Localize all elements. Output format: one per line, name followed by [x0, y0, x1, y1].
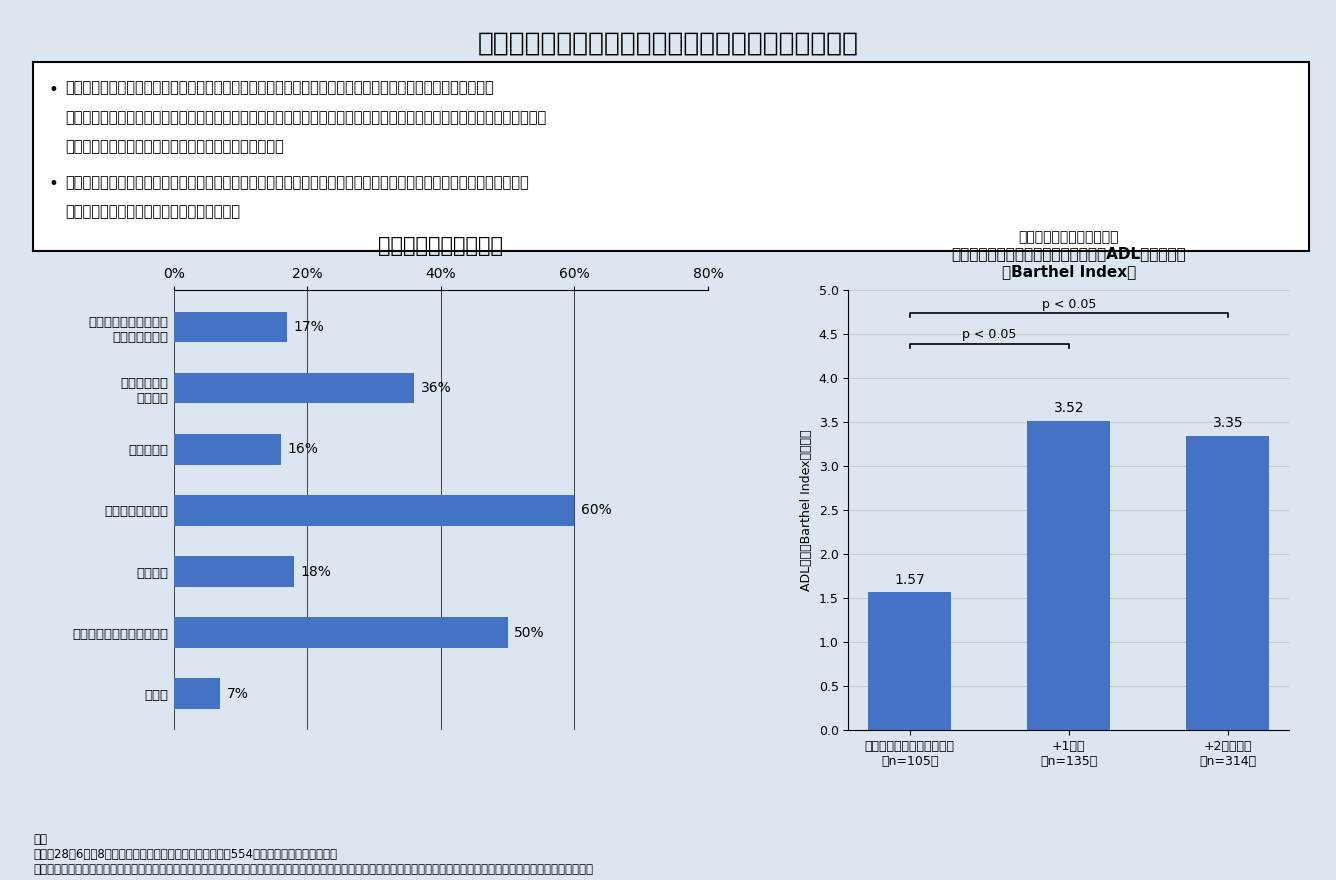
Text: 点や運動負荷量、中止基準等が含まれることもあった。: 点や運動負荷量、中止基準等が含まれることもあった。 [65, 139, 285, 154]
Text: 訪問リハビリテーション開始時からのADL向上の平均: 訪問リハビリテーション開始時からのADL向上の平均 [951, 246, 1186, 261]
Bar [868, 592, 951, 730]
Text: •: • [48, 80, 59, 99]
Text: 3.52: 3.52 [1054, 401, 1083, 415]
Bar [174, 434, 281, 465]
Bar [174, 556, 294, 587]
Text: 改定検証調査において、指定訪問リハビリテーション事業所で医師が理学療法士、作業療法士、言語聴覚士に: 改定検証調査において、指定訪問リハビリテーション事業所で医師が理学療法士、作業療… [65, 80, 494, 96]
Text: p < 0.05: p < 0.05 [1042, 297, 1096, 311]
Text: リハビリテーションの実施の有無のみの指示のものと、その他の詳細が含まれる指示がなされていた者を比較すると、: リハビリテーションの実施の有無のみの指示のものと、その他の詳細が含まれる指示がな… [65, 175, 529, 190]
Bar [174, 678, 220, 709]
Text: 7%: 7% [227, 686, 248, 700]
Text: 訪問リハビリテーションにおける事業所の医師の関与: 訪問リハビリテーションにおける事業所の医師の関与 [477, 31, 859, 57]
Text: 60%: 60% [581, 503, 612, 517]
Text: 36%: 36% [421, 381, 452, 395]
Text: （Barthel Index）: （Barthel Index） [1002, 264, 1136, 279]
Text: 16%: 16% [287, 443, 318, 457]
Text: 1.57: 1.57 [894, 573, 925, 587]
Text: •: • [48, 175, 59, 193]
Bar [174, 618, 508, 648]
Y-axis label: ADL向上（Barthel Index）の平均: ADL向上（Barthel Index）の平均 [800, 429, 814, 591]
Text: 注）
・平成28年6月～8月に訪問リハビリテーションを開始した554例を対象として集計した。
・「リハビリテーションの有無のみ」にチェックしつつ、他の項目にもチ: 注） ・平成28年6月～8月に訪問リハビリテーションを開始した554例を対象とし… [33, 832, 593, 876]
Bar [174, 495, 574, 525]
Bar [1186, 436, 1269, 730]
Text: p < 0.05: p < 0.05 [962, 328, 1017, 341]
Text: 出すリハビリテーションの指示は、リハビリテーション実施の有無のみのこともあれば、リハビリテーション実施上の留意: 出すリハビリテーションの指示は、リハビリテーション実施の有無のみのこともあれば、… [65, 110, 546, 125]
Bar [174, 373, 414, 403]
Text: 18%: 18% [301, 564, 331, 578]
Text: 17%: 17% [294, 320, 325, 334]
Text: 3.35: 3.35 [1213, 416, 1244, 430]
Text: 50%: 50% [514, 626, 545, 640]
Text: 後者でより大きい機能回復がみられていた。: 後者でより大きい機能回復がみられていた。 [65, 204, 240, 219]
Bar [174, 312, 287, 342]
Title: 医師からの指示の内容: 医師からの指示の内容 [378, 236, 504, 255]
Bar [1027, 421, 1110, 730]
Text: 医師からの指示の種類数別: 医師からの指示の種類数別 [1018, 231, 1120, 245]
